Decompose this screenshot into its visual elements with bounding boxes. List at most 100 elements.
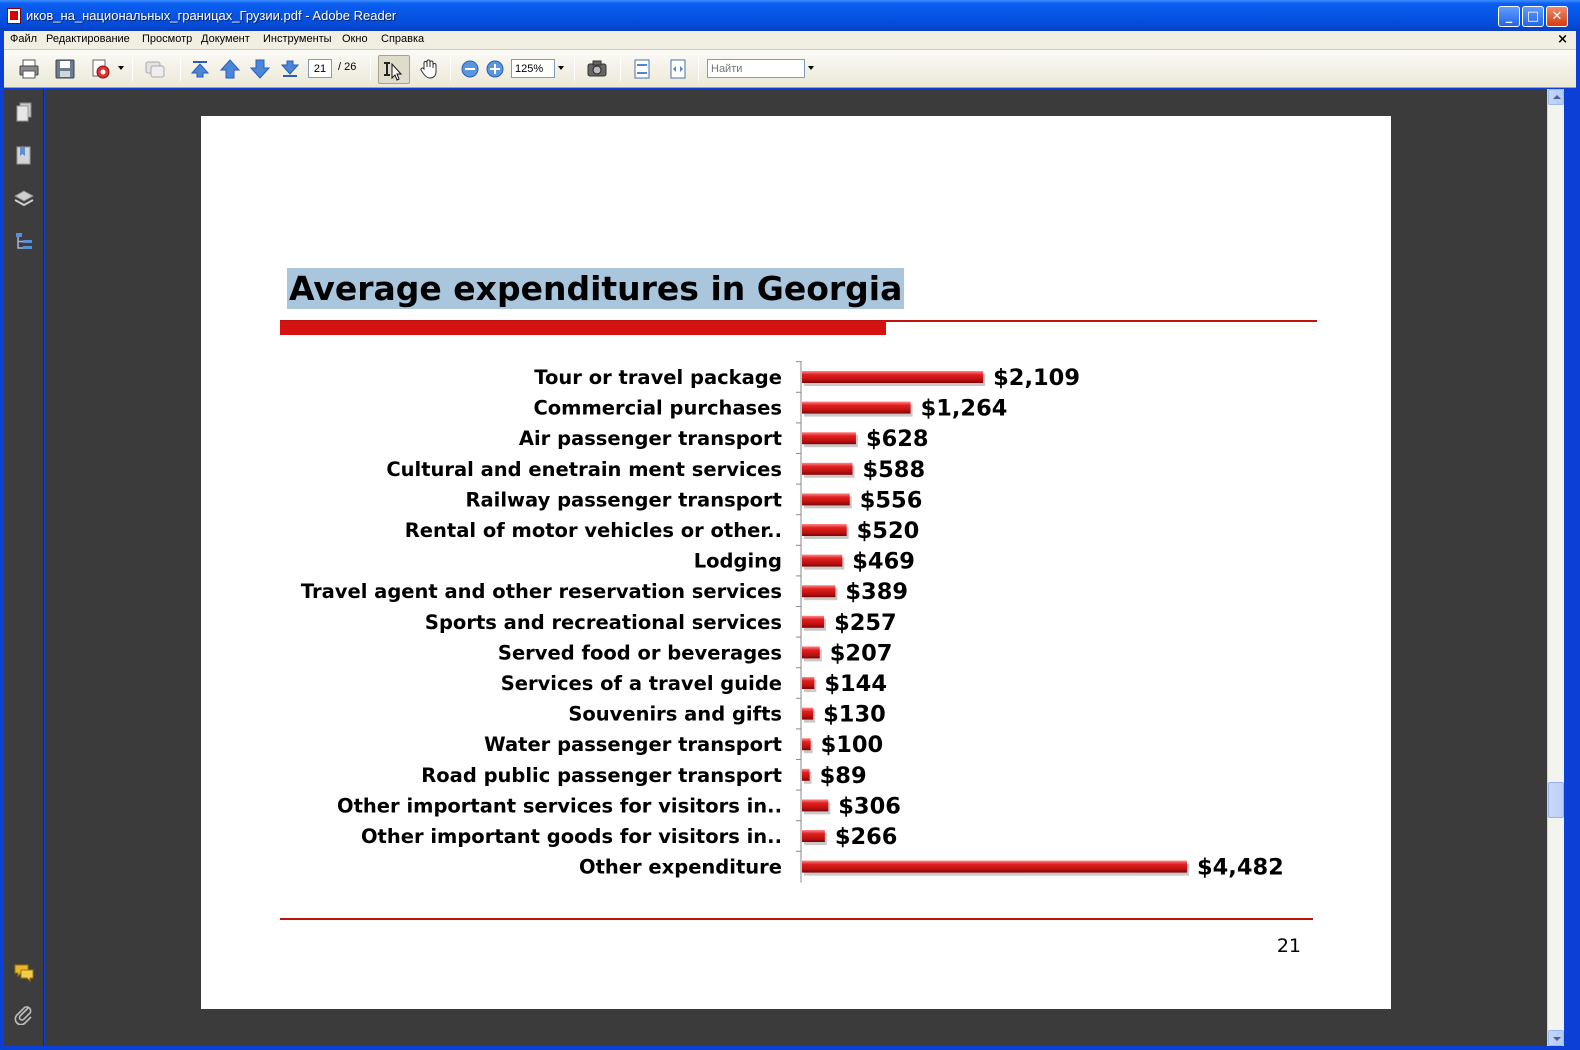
value-label: $469	[852, 549, 915, 575]
bar	[802, 707, 814, 720]
bar	[802, 738, 811, 751]
category-label: Road public passenger transport	[421, 764, 782, 787]
bookmarks-icon[interactable]	[13, 144, 35, 166]
create-pdf-dropdown-icon[interactable]	[118, 66, 124, 70]
value-label: $100	[821, 732, 884, 758]
vertical-scrollbar[interactable]	[1547, 89, 1564, 1046]
menu-file[interactable]: Файл	[10, 33, 38, 45]
bar	[802, 585, 836, 598]
menu-tools[interactable]: Инструменты	[263, 33, 332, 45]
category-label: Other important goods for visitors in..	[361, 825, 782, 848]
pdf-page: Average expenditures in Georgia Tour or …	[201, 116, 1391, 1009]
collaborate-icon[interactable]	[144, 58, 166, 80]
value-label: $628	[866, 426, 929, 452]
footer-line	[280, 918, 1313, 920]
create-pdf-icon[interactable]	[90, 58, 112, 80]
print-icon[interactable]	[18, 58, 40, 80]
scroll-thumb[interactable]	[1548, 782, 1564, 818]
value-label: $556	[860, 487, 923, 513]
category-label: Sports and recreational services	[425, 611, 782, 634]
category-label: Air passenger transport	[519, 427, 782, 450]
menu-window[interactable]: Окно	[342, 33, 368, 45]
category-label: Served food or beverages	[498, 641, 782, 664]
value-label: $520	[857, 518, 920, 544]
value-label: $257	[834, 610, 897, 636]
scroll-up-button[interactable]	[1548, 89, 1564, 105]
title-accent-bar	[280, 321, 886, 335]
search-dropdown-icon[interactable]	[808, 66, 814, 70]
bar	[802, 646, 820, 659]
value-label: $89	[820, 763, 867, 789]
fit-page-icon[interactable]	[631, 58, 653, 80]
scroll-down-button[interactable]	[1548, 1030, 1564, 1046]
hand-tool-icon[interactable]	[418, 58, 440, 80]
category-label: Railway passenger transport	[465, 488, 782, 511]
model-tree-icon[interactable]	[13, 230, 35, 252]
category-label: Rental of motor vehicles or other..	[405, 519, 782, 542]
layers-icon[interactable]	[13, 187, 35, 209]
bar	[802, 432, 856, 445]
next-page-icon[interactable]	[249, 58, 271, 80]
close-button[interactable]: ✕	[1546, 6, 1568, 27]
title-bar[interactable]: иков_на_национальных_границах_Грузии.pdf…	[0, 0, 1580, 31]
page-count-label: / 26	[338, 61, 357, 73]
pages-icon[interactable]	[13, 101, 35, 123]
select-tool-button[interactable]	[378, 55, 410, 84]
menu-document[interactable]: Документ	[201, 33, 250, 45]
window-title: иков_на_национальных_границах_Грузии.pdf…	[26, 8, 397, 23]
maximize-button[interactable]: □	[1522, 6, 1544, 27]
category-label: Tour or travel package	[534, 366, 782, 389]
value-label: $266	[835, 824, 898, 850]
bar	[802, 768, 810, 781]
last-page-icon[interactable]	[279, 58, 301, 80]
category-label: Commercial purchases	[533, 397, 782, 420]
save-icon[interactable]	[54, 58, 76, 80]
zoom-level-field[interactable]	[511, 59, 555, 78]
bar	[802, 860, 1187, 873]
category-label: Travel agent and other reservation servi…	[301, 580, 782, 603]
category-label: Water passenger transport	[484, 733, 782, 756]
previous-page-icon[interactable]	[219, 58, 241, 80]
bar	[802, 677, 815, 689]
expenditure-bar-chart: Tour or travel package $2,109 Commercial p…	[301, 361, 1284, 883]
bar	[802, 554, 843, 567]
bar	[802, 830, 825, 842]
zoom-dropdown-icon[interactable]	[558, 66, 564, 70]
value-label: $306	[838, 793, 901, 819]
menu-view[interactable]: Просмотр	[142, 33, 193, 45]
first-page-icon[interactable]	[189, 58, 211, 80]
value-label: $144	[824, 671, 887, 697]
menu-bar: Файл Редактирование Просмотр Документ Ин…	[4, 31, 1576, 50]
value-label: $1,264	[921, 396, 1008, 422]
zoom-out-icon[interactable]	[459, 58, 481, 80]
value-label: $588	[863, 457, 926, 483]
snapshot-icon[interactable]	[586, 58, 608, 80]
menu-help[interactable]: Справка	[381, 33, 425, 45]
bar	[802, 401, 911, 414]
bar	[802, 799, 829, 812]
category-label: Other expenditure	[579, 856, 782, 879]
bar	[802, 371, 984, 383]
menu-edit[interactable]: Редактирование	[46, 33, 130, 45]
fit-width-icon[interactable]	[667, 58, 689, 80]
attachments-icon[interactable]	[13, 1003, 35, 1025]
category-label: Lodging	[694, 550, 782, 573]
value-label: $2,109	[993, 365, 1080, 391]
document-close-icon[interactable]: ×	[1557, 32, 1568, 47]
value-label: $207	[830, 640, 893, 666]
slide-title: Average expenditures in Georgia	[287, 268, 905, 309]
value-label: $4,482	[1197, 855, 1284, 881]
toolbar: / 26	[4, 50, 1576, 88]
category-label: Souvenirs and gifts	[568, 703, 782, 726]
zoom-in-icon[interactable]	[484, 58, 506, 80]
minimize-button[interactable]: _	[1498, 6, 1520, 27]
pdf-file-icon	[7, 8, 21, 24]
bar	[802, 493, 850, 506]
bar	[802, 462, 853, 475]
page-number-input[interactable]	[308, 59, 332, 78]
category-label: Services of a travel guide	[501, 672, 782, 695]
value-label: $130	[823, 702, 886, 728]
bar	[802, 615, 825, 628]
search-input[interactable]	[707, 59, 805, 78]
comments-icon[interactable]	[13, 961, 35, 983]
